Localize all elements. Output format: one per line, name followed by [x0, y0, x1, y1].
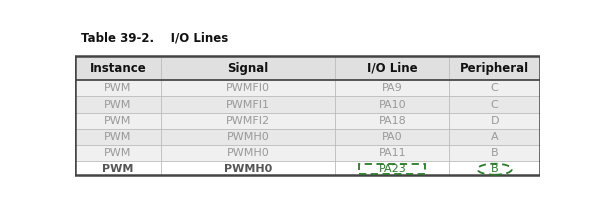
Text: Instance: Instance: [89, 62, 146, 75]
Text: PA10: PA10: [379, 100, 406, 110]
Text: Peripheral: Peripheral: [460, 62, 529, 75]
Text: PWM: PWM: [104, 132, 132, 142]
Text: D: D: [490, 116, 499, 126]
Text: Table 39-2.    I/O Lines: Table 39-2. I/O Lines: [80, 32, 228, 44]
Bar: [75, 161, 540, 177]
Text: PWMH0: PWMH0: [227, 132, 269, 142]
Text: Signal: Signal: [227, 62, 269, 75]
Bar: [75, 145, 540, 161]
Text: PWM: PWM: [104, 100, 132, 110]
Text: C: C: [491, 83, 499, 93]
Text: PWM: PWM: [104, 83, 132, 93]
Bar: [75, 129, 540, 145]
Text: PA9: PA9: [382, 83, 403, 93]
Bar: [75, 56, 540, 80]
Text: A: A: [491, 132, 499, 142]
Text: PWMFI2: PWMFI2: [226, 116, 270, 126]
Text: PA18: PA18: [379, 116, 406, 126]
Text: PWMH0: PWMH0: [227, 148, 269, 158]
Bar: [75, 56, 540, 175]
Text: PA0: PA0: [382, 132, 403, 142]
Text: PWMFI1: PWMFI1: [226, 100, 270, 110]
Text: PA11: PA11: [379, 148, 406, 158]
Bar: [75, 96, 540, 113]
Text: PWM: PWM: [103, 164, 134, 174]
Text: PWM: PWM: [104, 148, 132, 158]
Text: PWMFI0: PWMFI0: [226, 83, 270, 93]
Text: PWMH0: PWMH0: [224, 164, 272, 174]
Bar: [75, 80, 540, 96]
Text: C: C: [491, 100, 499, 110]
Bar: [75, 113, 540, 129]
Text: PWM: PWM: [104, 116, 132, 126]
Text: I/O Line: I/O Line: [367, 62, 418, 75]
Text: B: B: [491, 164, 499, 174]
Text: PA23: PA23: [379, 164, 406, 174]
Text: B: B: [491, 148, 499, 158]
